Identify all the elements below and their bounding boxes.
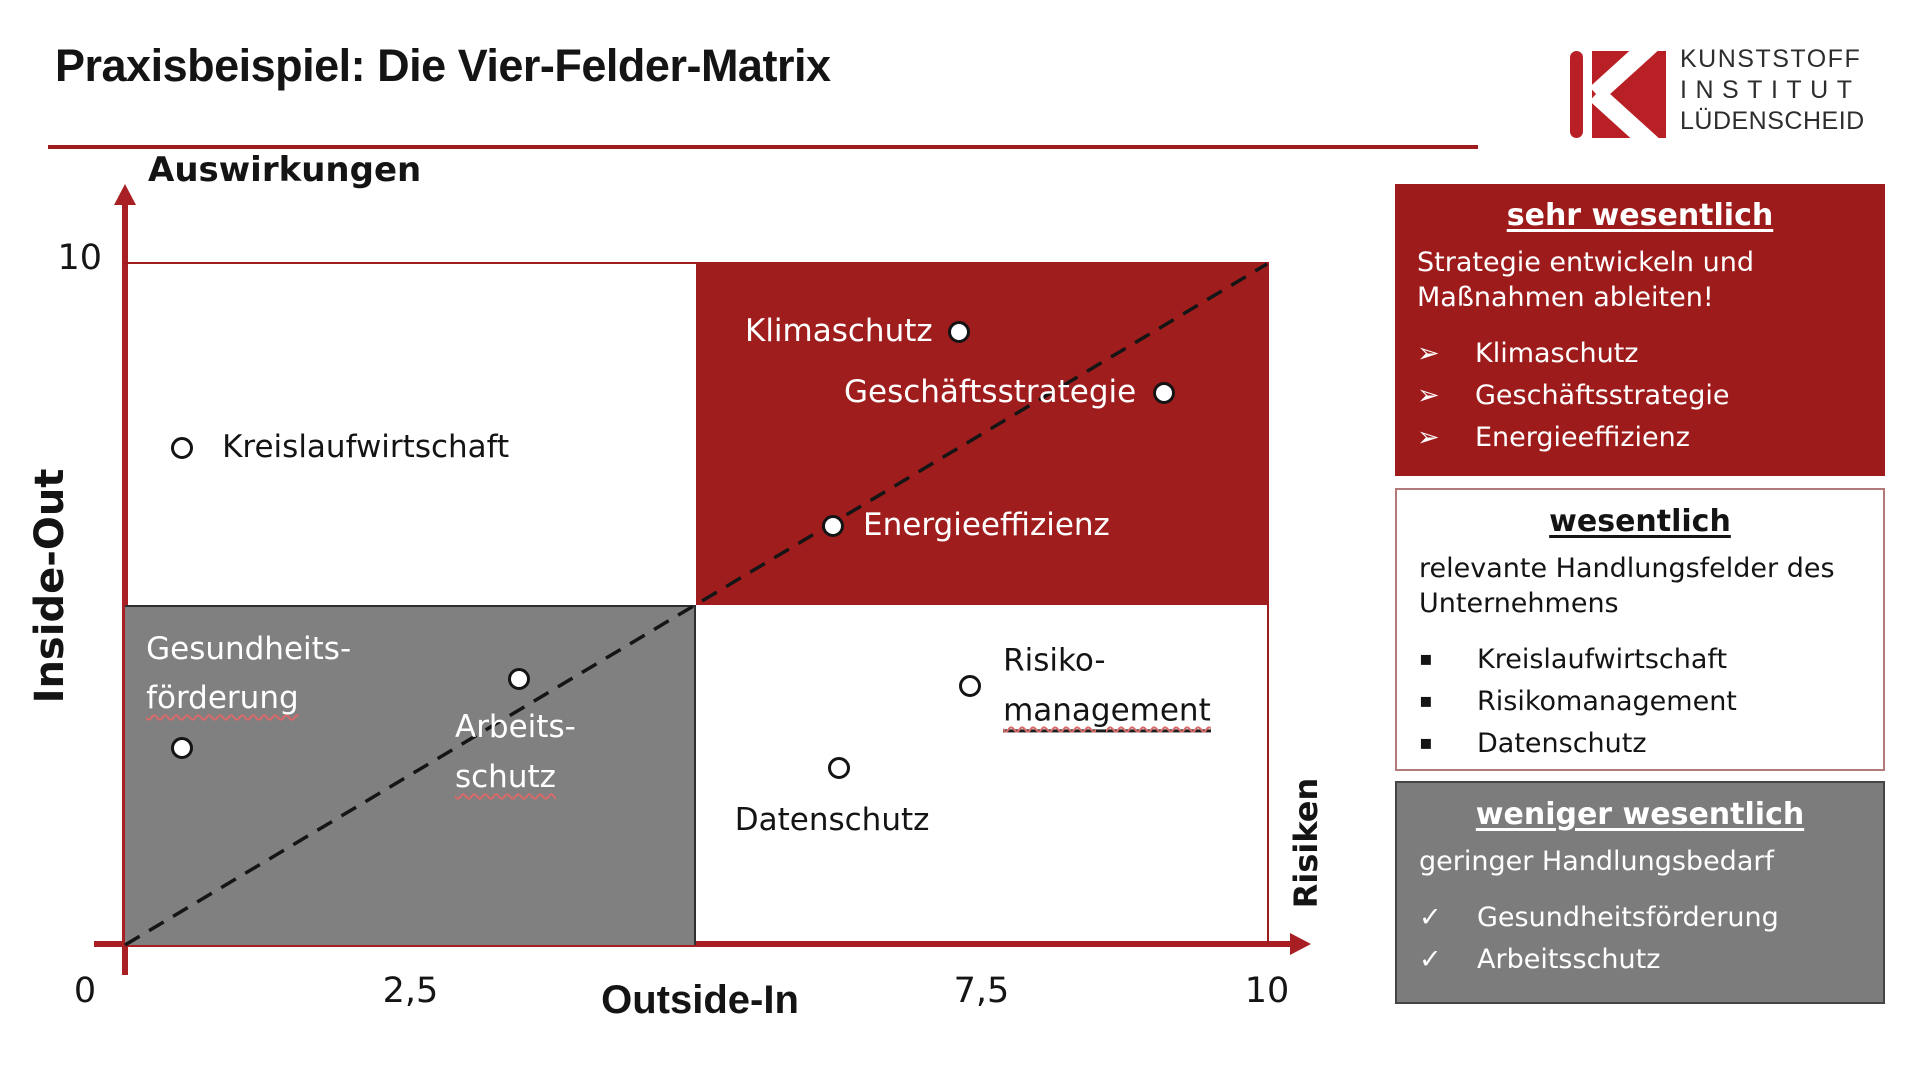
logo-line-2: INSTITUT [1680,76,1861,104]
page-title: Praxisbeispiel: Die Vier-Felder-Matrix [55,40,831,91]
bullet-text: Kreislaufwirtschaft [1477,644,1728,676]
quadrant-bottom-left [125,605,696,945]
bullet-glyph-icon: ✓ [1419,902,1442,934]
x-axis-title: Outside-In [601,978,799,1022]
bullet-glyph-icon: ▪ [1419,688,1433,713]
bullet-text: Risikomanagement [1477,686,1737,718]
right-axis-label: Risiken [1287,777,1325,909]
panel-weniger-wesentlich: weniger wesentlich geringer Handlungsbed… [1395,781,1885,1004]
bullet-text: Datenschutz [1477,727,1647,759]
panel-wesentlich: wesentlich relevante Handlungsfelder des… [1395,488,1885,771]
bullet-item: ▪ Risikomanagement [1419,681,1861,723]
y-axis-title: Inside-Out [27,468,73,704]
panel-title: wesentlich [1549,504,1731,539]
data-point-label-gesundheitsfoerderung: Gesundheits-förderung [146,630,352,716]
data-point-energieeffizienz [822,515,845,538]
bullet-item: ➢ Klimaschutz [1417,333,1863,375]
data-point-label-kreislaufwirtschaft: Kreislaufwirtschaft [222,429,510,466]
data-point-label-energieeffizienz: Energieeffizienz [863,507,1110,544]
bullet-glyph-icon: ➢ [1417,380,1440,412]
bullet-text: Arbeitsschutz [1477,943,1661,975]
title-divider [48,145,1478,149]
matrix-plot-area: Kreislaufwirtschaft Klimaschutz Geschäftss… [124,262,1269,947]
bullet-item: ✓ Gesundheitsförderung [1419,897,1861,939]
panel-title: sehr wesentlich [1506,198,1774,233]
data-point-label-risikomanagement: Risiko-management [1003,637,1211,736]
logo-k-icon [1570,44,1666,142]
y-axis-line [122,203,128,975]
panel-sehr-wesentlich: sehr wesentlich Strategie entwickeln und… [1395,184,1885,476]
data-point-label-datenschutz: Datenschutz [734,801,930,838]
panel-list: ✓ Gesundheitsförderung ✓ Arbeitsschutz [1419,897,1861,981]
bullet-text: Klimaschutz [1475,338,1639,370]
y-axis-arrow-icon [114,184,136,205]
data-point-arbeitsschutz [507,668,530,691]
logo-line-3: LÜDENSCHEID [1680,107,1865,135]
y-tick-10: 10 [57,238,102,278]
x-axis-arrow-icon [1290,933,1311,955]
bullet-item: ✓ Arbeitsschutz [1419,939,1861,981]
panel-list: ▪ Kreislaufwirtschaft ▪ Risikomanagement ▪ Da… [1419,639,1861,765]
x-tick-0: 0 [73,971,97,1011]
panel-list: ➢ Klimaschutz ➢ Geschäftsstrategie ➢ Energiee… [1417,333,1863,459]
data-point-label-arbeitsschutz: Arbeits-schutz [454,709,576,795]
bullet-item: ➢ Energieeffizienz [1417,417,1863,459]
bullet-text: Gesundheitsförderung [1477,902,1779,934]
x-tick-7,5: 7,5 [953,971,1010,1011]
bullet-item: ➢ Geschäftsstrategie [1417,375,1863,417]
panel-body: geringer Handlungsbedarf [1419,846,1774,877]
data-point-geschaeftsstrategie [1153,382,1176,405]
bullet-glyph-icon: ▪ [1419,646,1433,671]
data-point-label-geschaeftsstrategie: Geschäftsstrategie [843,374,1137,411]
x-tick-2,5: 2,5 [382,971,439,1011]
bullet-text: Geschäftsstrategie [1475,380,1730,412]
panel-body: Strategie entwickeln und Maßnahmen ablei… [1417,247,1754,314]
panel-title: weniger wesentlich [1475,797,1805,832]
kunststoff-institut-logo: KUNSTSTOFF INSTITUT LÜDENSCHEID [1570,44,1865,142]
data-point-label-klimaschutz: Klimaschutz [744,313,933,350]
bullet-item: ▪ Kreislaufwirtschaft [1419,639,1861,681]
bullet-text: Energieeffizienz [1475,421,1690,453]
bullet-item: ▪ Datenschutz [1419,723,1861,765]
data-point-klimaschutz [947,321,970,344]
data-point-gesundheitsfoerderung [171,736,194,759]
x-tick-10: 10 [1244,971,1290,1011]
panel-body: relevante Handlungsfelder des Unternehme… [1419,553,1835,620]
diagonal-dashed-line [124,262,1268,947]
y-axis-top-label: Auswirkungen [148,150,422,190]
bullet-glyph-icon: ➢ [1417,421,1440,453]
data-point-risikomanagement [959,675,982,698]
logo-line-1: KUNSTSTOFF [1680,45,1862,73]
bullet-glyph-icon: ➢ [1417,338,1440,370]
bullet-glyph-icon: ✓ [1419,943,1442,975]
logo-text: KUNSTSTOFF INSTITUT LÜDENSCHEID [1680,44,1865,142]
bullet-glyph-icon: ▪ [1419,729,1433,754]
data-point-datenschutz [827,756,850,779]
data-point-kreislaufwirtschaft [171,436,194,459]
